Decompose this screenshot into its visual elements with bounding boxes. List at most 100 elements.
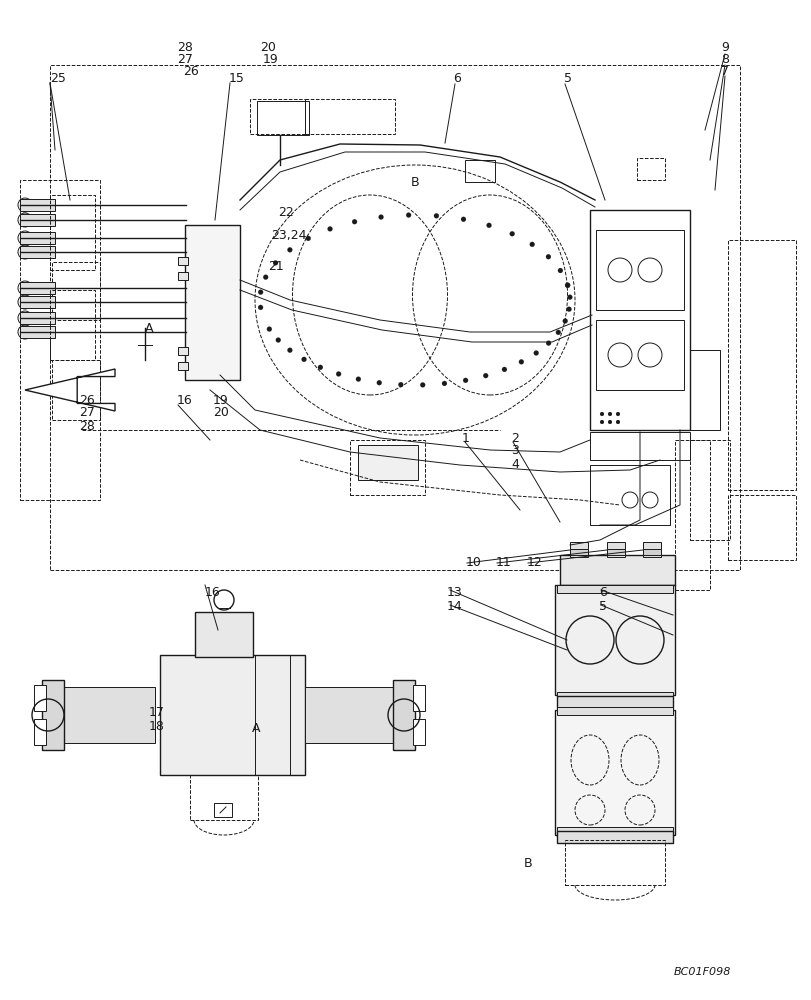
Text: 25: 25 bbox=[50, 72, 67, 85]
Bar bbox=[20, 312, 55, 324]
Bar bbox=[50, 195, 95, 270]
Bar bbox=[178, 347, 188, 355]
Circle shape bbox=[301, 357, 307, 362]
Circle shape bbox=[564, 283, 569, 288]
Bar bbox=[160, 655, 305, 775]
Bar bbox=[560, 555, 674, 585]
Circle shape bbox=[398, 382, 403, 387]
Text: B: B bbox=[410, 176, 419, 189]
Circle shape bbox=[607, 412, 611, 416]
Bar bbox=[413, 685, 424, 711]
Circle shape bbox=[352, 219, 357, 224]
Bar bbox=[595, 320, 683, 390]
Text: 27: 27 bbox=[177, 53, 193, 66]
Bar bbox=[556, 585, 672, 593]
Bar bbox=[52, 262, 100, 320]
Bar bbox=[178, 257, 188, 265]
Text: 16: 16 bbox=[204, 585, 220, 598]
Bar bbox=[642, 549, 660, 555]
Circle shape bbox=[599, 420, 603, 424]
Circle shape bbox=[433, 213, 439, 218]
Bar bbox=[393, 680, 414, 750]
Bar bbox=[50, 290, 95, 360]
Circle shape bbox=[258, 305, 263, 310]
Circle shape bbox=[546, 341, 551, 346]
Bar bbox=[590, 210, 689, 430]
Circle shape bbox=[441, 381, 446, 386]
Text: 9: 9 bbox=[720, 41, 728, 54]
Bar bbox=[52, 360, 100, 420]
Circle shape bbox=[327, 226, 333, 231]
Bar bbox=[554, 710, 674, 835]
Circle shape bbox=[486, 223, 491, 228]
Bar bbox=[590, 432, 689, 460]
Text: 5: 5 bbox=[599, 600, 607, 613]
Circle shape bbox=[557, 268, 562, 273]
Circle shape bbox=[529, 242, 534, 247]
Bar bbox=[556, 831, 672, 843]
Text: 10: 10 bbox=[465, 556, 481, 568]
Bar bbox=[20, 199, 55, 211]
Circle shape bbox=[267, 327, 272, 332]
Text: 8: 8 bbox=[720, 53, 728, 66]
Bar bbox=[20, 296, 55, 308]
Bar bbox=[178, 272, 188, 280]
Text: 26: 26 bbox=[182, 65, 198, 78]
Bar bbox=[20, 326, 55, 338]
Circle shape bbox=[556, 330, 560, 335]
Text: 23,24: 23,24 bbox=[271, 230, 307, 242]
Bar bbox=[556, 696, 672, 708]
Circle shape bbox=[258, 290, 263, 295]
Text: 16: 16 bbox=[177, 393, 192, 406]
Bar bbox=[556, 827, 672, 835]
Text: 20: 20 bbox=[212, 406, 229, 420]
Bar bbox=[358, 445, 418, 480]
Bar bbox=[20, 232, 55, 244]
Text: 15: 15 bbox=[229, 72, 245, 85]
Bar bbox=[185, 225, 240, 380]
Bar bbox=[674, 440, 709, 590]
Text: A: A bbox=[144, 322, 152, 334]
Text: 27: 27 bbox=[79, 406, 96, 420]
Bar bbox=[727, 240, 795, 490]
Circle shape bbox=[566, 307, 571, 312]
Text: B: B bbox=[523, 857, 532, 870]
Text: 20: 20 bbox=[260, 41, 276, 54]
Bar bbox=[350, 440, 424, 495]
Bar bbox=[636, 158, 664, 180]
Circle shape bbox=[509, 231, 514, 236]
Bar bbox=[607, 549, 624, 555]
Circle shape bbox=[533, 350, 538, 355]
Circle shape bbox=[420, 382, 425, 387]
Bar bbox=[60, 687, 155, 743]
Text: 19: 19 bbox=[212, 393, 228, 406]
Bar bbox=[195, 612, 253, 657]
Bar bbox=[34, 719, 46, 745]
Circle shape bbox=[599, 412, 603, 416]
Text: 1: 1 bbox=[461, 432, 469, 444]
Bar bbox=[190, 775, 258, 820]
Circle shape bbox=[616, 412, 620, 416]
Bar bbox=[305, 99, 394, 134]
Bar bbox=[20, 180, 100, 500]
Circle shape bbox=[461, 217, 466, 222]
Circle shape bbox=[567, 295, 572, 300]
Text: 4: 4 bbox=[511, 458, 519, 471]
Text: 26: 26 bbox=[79, 393, 95, 406]
Circle shape bbox=[607, 420, 611, 424]
Text: 22: 22 bbox=[277, 206, 293, 219]
Text: 28: 28 bbox=[79, 420, 96, 432]
Circle shape bbox=[355, 377, 360, 382]
Text: 13: 13 bbox=[446, 585, 461, 598]
Bar bbox=[569, 549, 587, 555]
Bar bbox=[607, 542, 624, 557]
Text: 6: 6 bbox=[453, 72, 461, 85]
Circle shape bbox=[317, 365, 323, 370]
Text: 2: 2 bbox=[511, 432, 519, 444]
Bar bbox=[178, 362, 188, 370]
Circle shape bbox=[406, 213, 410, 218]
Bar bbox=[50, 65, 739, 570]
Circle shape bbox=[483, 373, 487, 378]
Bar bbox=[556, 707, 672, 715]
Bar bbox=[590, 465, 669, 525]
